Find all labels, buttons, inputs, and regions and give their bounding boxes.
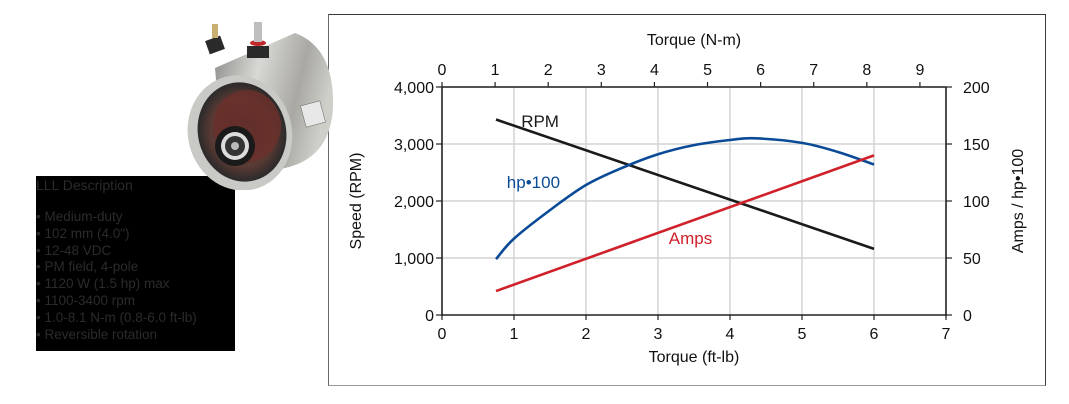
description-item: Reversible rotation: [36, 327, 197, 344]
description-item: 12-48 VDC: [36, 243, 197, 260]
svg-text:50: 50: [963, 251, 981, 268]
svg-text:4,000: 4,000: [394, 80, 434, 97]
motor-photo: [187, 22, 334, 190]
description-list: Medium-duty 102 mm (4.0") 12-48 VDC PM f…: [36, 209, 197, 344]
svg-text:5: 5: [798, 326, 807, 343]
description-panel: LLL Description Medium-duty 102 mm (4.0"…: [36, 176, 235, 351]
series-rpm-line: [495, 118, 875, 251]
chart-labels: RPM hp•100 Amps: [507, 112, 712, 248]
svg-text:Torque (ft-lb): Torque (ft-lb): [649, 349, 740, 366]
svg-text:hp•100: hp•100: [507, 173, 560, 192]
description-item: 1.0-8.1 N-m (0.8-6.0 ft-lb): [36, 310, 196, 327]
chart-series: [495, 118, 875, 293]
svg-text:2: 2: [582, 326, 591, 343]
svg-text:0: 0: [963, 308, 972, 325]
svg-text:8: 8: [862, 62, 871, 79]
svg-text:Amps / hp•100: Amps / hp•100: [1010, 149, 1027, 253]
svg-text:1: 1: [510, 326, 519, 343]
description-item: 102 mm (4.0"): [36, 226, 197, 243]
svg-text:0: 0: [425, 308, 434, 325]
description-item: 1120 W (1.5 hp) max: [36, 276, 197, 293]
svg-text:RPM: RPM: [521, 112, 559, 131]
svg-text:7: 7: [809, 62, 818, 79]
svg-text:3,000: 3,000: [394, 137, 434, 154]
chart-axes: 0 1 2 3 4 5 6 7 Torque (ft-lb) 0 1 2 3 4 5 6 7 8 9 Torque (…: [348, 32, 1027, 366]
chart-frame: [328, 14, 1046, 386]
svg-text:Speed (RPM): Speed (RPM): [348, 153, 365, 250]
svg-text:1,000: 1,000: [394, 251, 434, 268]
description-title: LLL Description: [36, 177, 133, 193]
svg-text:200: 200: [963, 80, 990, 97]
svg-text:0: 0: [438, 62, 447, 79]
description-item: PM field, 4-pole: [36, 259, 197, 276]
description-item: Medium-duty: [36, 209, 197, 226]
svg-text:4: 4: [726, 326, 735, 343]
svg-text:2: 2: [544, 62, 553, 79]
svg-text:1: 1: [491, 62, 500, 79]
svg-text:4: 4: [650, 62, 659, 79]
chart-grid: [442, 86, 946, 315]
svg-text:100: 100: [963, 194, 990, 211]
svg-text:2,000: 2,000: [394, 194, 434, 211]
svg-text:7: 7: [942, 326, 951, 343]
svg-text:6: 6: [870, 326, 879, 343]
svg-text:150: 150: [963, 137, 990, 154]
svg-text:Amps: Amps: [669, 229, 712, 248]
series-hp100-line: [495, 136, 875, 260]
svg-text:3: 3: [597, 62, 606, 79]
svg-text:0: 0: [438, 326, 447, 343]
svg-text:6: 6: [756, 62, 765, 79]
svg-text:9: 9: [915, 62, 924, 79]
svg-text:3: 3: [654, 326, 663, 343]
series-amps-line: [495, 154, 875, 293]
svg-text:Torque (N-m): Torque (N-m): [647, 32, 741, 49]
svg-text:5: 5: [703, 62, 712, 79]
description-item: 1100-3400 rpm: [36, 293, 197, 310]
